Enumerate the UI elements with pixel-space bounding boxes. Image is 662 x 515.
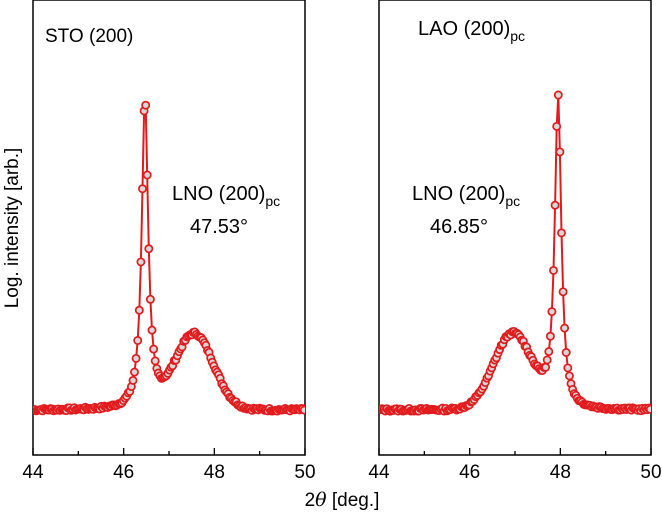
data-point [145, 294, 155, 304]
data-point [150, 356, 160, 366]
data-point [549, 265, 558, 275]
data-point [552, 121, 562, 131]
data-point [136, 257, 146, 267]
data-point [141, 100, 151, 110]
data-point [542, 355, 552, 365]
data-point [555, 147, 565, 157]
panel-right-xticks: 44 46 48 50 [368, 448, 662, 483]
data-point [561, 348, 571, 357]
data-point [553, 90, 563, 100]
data-point [550, 200, 560, 210]
x-axis-label-symbol: θ [315, 489, 327, 511]
data-point [541, 362, 551, 372]
left-film-label-sub: pc [265, 193, 280, 209]
panel-left-frame [32, 0, 306, 456]
data-point [558, 287, 568, 297]
data-point [545, 331, 555, 341]
data-point [133, 336, 143, 345]
x-tick-label: 46 [459, 462, 480, 483]
x-tick-label: 50 [640, 462, 661, 483]
data-point [147, 325, 157, 335]
panel-left-xticks: 44 46 48 50 [22, 448, 316, 483]
data-point [645, 404, 651, 414]
panel-left-data [33, 100, 305, 416]
x-axis-label-unit: [deg.] [327, 490, 380, 511]
data-point [149, 344, 159, 354]
x-tick-label: 48 [550, 462, 571, 483]
right-substrate-label-main: LAO (200) [418, 18, 510, 40]
data-point [299, 405, 305, 415]
right-film-position: 46.85° [430, 216, 488, 238]
right-film-label-main: LNO (200) [412, 183, 505, 205]
data-point [130, 367, 139, 377]
data-point [564, 371, 574, 381]
data-point [142, 170, 152, 180]
x-axis-label-prefix: 2 [305, 490, 316, 511]
data-point [144, 244, 154, 254]
x-tick-label: 44 [22, 462, 44, 483]
x-tick-label: 44 [368, 462, 390, 483]
y-axis-label: Log. intensity [arb.] [2, 148, 23, 309]
x-tick-label: 50 [294, 462, 315, 483]
data-point [560, 323, 570, 333]
data-point [138, 184, 147, 194]
panel-right-frame [378, 0, 652, 456]
left-film-label: LNO (200)pc [172, 183, 280, 209]
data-point [134, 305, 144, 315]
data-point [563, 363, 573, 373]
data-point [544, 347, 554, 357]
data-point [547, 307, 557, 317]
right-substrate-label: LAO (200)pc [418, 18, 525, 44]
series-line [379, 94, 651, 414]
right-substrate-label-sub: pc [510, 28, 525, 44]
right-film-label-sub: pc [505, 193, 520, 209]
data-point [557, 228, 566, 238]
right-film-label: LNO (200)pc [412, 183, 520, 209]
left-film-position: 47.53° [190, 216, 248, 238]
x-axis-label: 2θ [deg.] [305, 489, 380, 511]
data-point [131, 353, 141, 363]
panel-right-data [379, 90, 651, 416]
left-substrate-label: STO (200) [45, 26, 133, 47]
x-tick-label: 48 [204, 462, 225, 483]
x-tick-label: 46 [113, 462, 134, 483]
left-film-label-main: LNO (200) [172, 183, 265, 205]
data-point [128, 375, 138, 385]
